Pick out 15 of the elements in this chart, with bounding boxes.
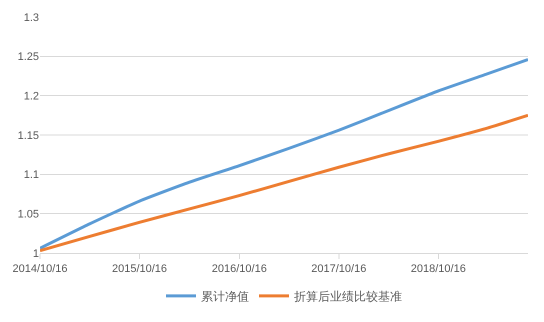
y-tick-label: 1.05 [18,208,39,221]
x-tick-label: 2016/10/16 [212,263,267,276]
x-tick-label: 2014/10/16 [12,263,68,276]
x-tick-label: 2015/10/16 [112,263,168,276]
y-tick-label: 1.3 [24,12,39,24]
legend-label: 折算后业绩比较基准 [294,290,402,304]
y-tick-label: 1.25 [18,51,39,64]
y-tick-label: 1.1 [24,169,39,182]
y-tick-label: 1.15 [18,130,39,142]
x-tick-label: 2018/10/16 [410,263,466,276]
y-tick-label: 1 [32,248,39,260]
y-tick-label: 1.2 [24,90,39,103]
legend-label: 累计净值 [201,290,249,304]
x-tick-label: 2017/10/16 [311,263,366,276]
line-series [40,58,528,250]
